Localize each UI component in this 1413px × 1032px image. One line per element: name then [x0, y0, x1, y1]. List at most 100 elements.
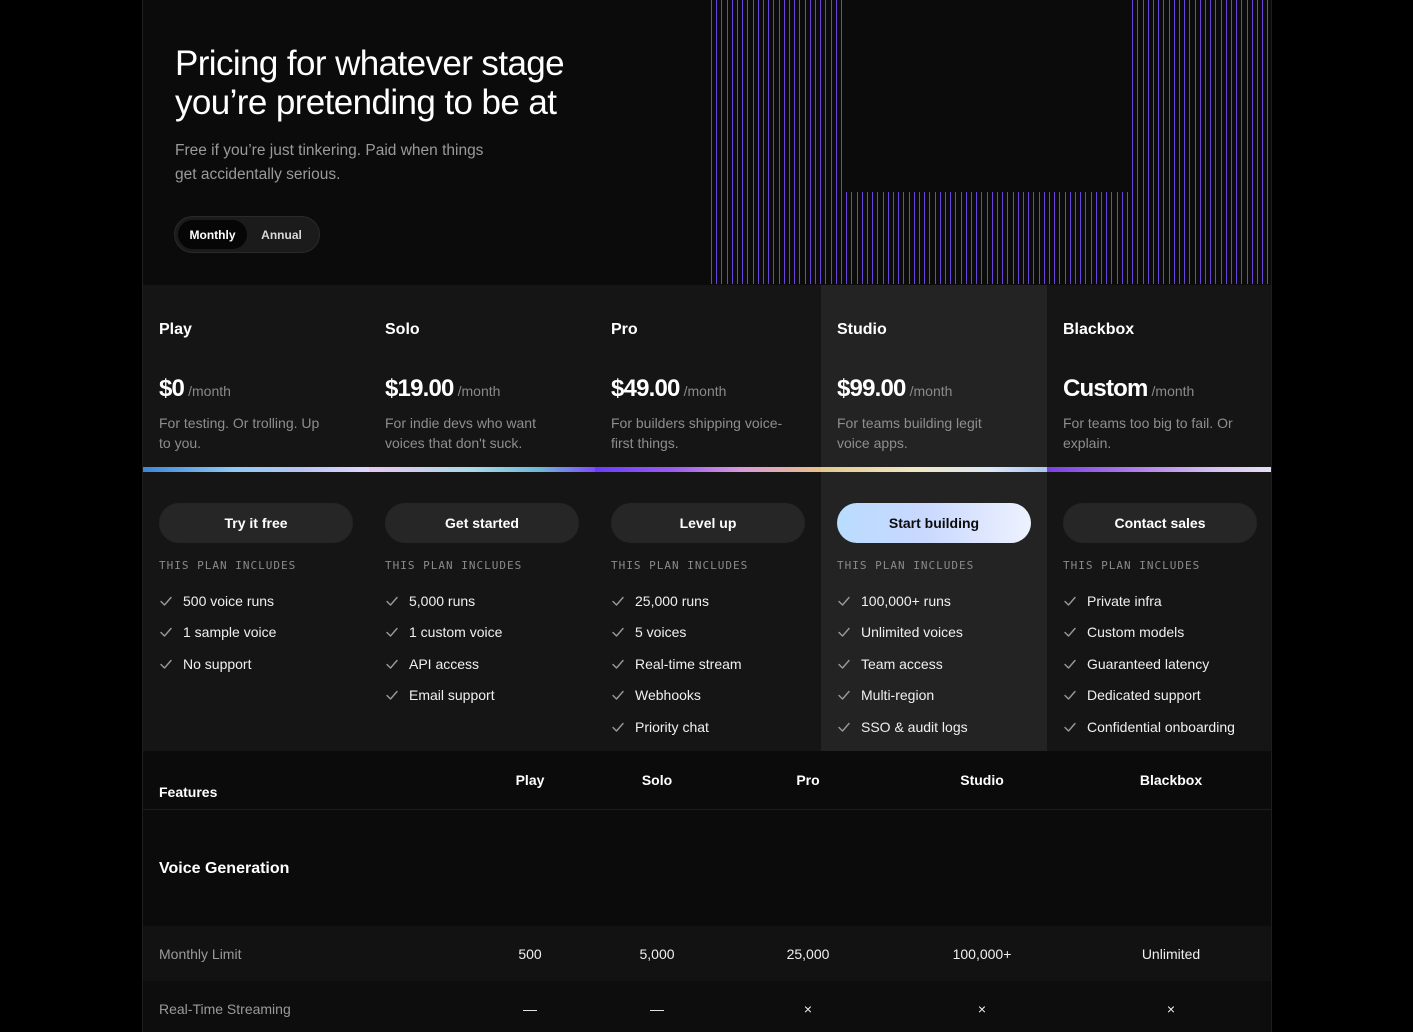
- section-title: Voice Generation: [159, 860, 290, 877]
- plan-includes-label: THIS PLAN INCLUDES: [159, 559, 297, 572]
- table-cell: ×: [803, 1001, 813, 1017]
- check-icon: [1063, 720, 1077, 734]
- table-cell: 100,000+: [952, 946, 1012, 962]
- plan-description: For builders shipping voice-first things…: [611, 415, 783, 451]
- plan-gradient-bar: [369, 467, 595, 472]
- plan-feature-item: SSO & audit logs: [837, 711, 968, 743]
- plan-feature-item: Email support: [385, 680, 502, 712]
- table-cell: 25,000: [786, 946, 830, 962]
- plan-feature-item: Real-time stream: [611, 648, 742, 680]
- plan-card-play: Play $0 /month For testing. Or trolling.…: [143, 285, 369, 751]
- plan-feature-list: 5,000 runs 1 custom voice API access Ema…: [385, 585, 502, 711]
- plan-feature-list: 25,000 runs 5 voices Real-time stream We…: [611, 585, 742, 743]
- plan-feature-item: Team access: [837, 648, 968, 680]
- check-icon: [159, 594, 173, 608]
- plan-cards: Play $0 /month For testing. Or trolling.…: [143, 285, 1271, 751]
- check-icon: [611, 625, 625, 639]
- check-icon: [1063, 594, 1077, 608]
- table-cell: ×: [1166, 1001, 1176, 1017]
- plan-feature-item: 1 sample voice: [159, 617, 276, 649]
- column-header-play: Play: [515, 772, 545, 788]
- check-icon: [837, 657, 851, 671]
- plan-feature-item: 500 voice runs: [159, 585, 276, 617]
- plan-name: Pro: [611, 321, 638, 338]
- get-started-button[interactable]: Get started: [385, 503, 579, 543]
- check-icon: [159, 657, 173, 671]
- plan-feature-item: Webhooks: [611, 680, 742, 712]
- plan-price-amount: $0: [159, 375, 185, 402]
- billing-monthly-option[interactable]: Monthly: [178, 220, 247, 249]
- plan-card-blackbox: Blackbox Custom /month For teams too big…: [1047, 285, 1271, 751]
- plan-description: For indie devs who want voices that don'…: [385, 415, 536, 451]
- plan-price: $99.00 /month: [837, 375, 952, 403]
- plan-description: For teams too big to fail. Or explain.: [1063, 415, 1233, 451]
- page-subtitle: Free if you’re just tinkering. Paid when…: [175, 142, 484, 183]
- plan-description: For teams building legit voice apps.: [837, 415, 982, 451]
- contact-sales-button[interactable]: Contact sales: [1063, 503, 1257, 543]
- column-header-studio: Studio: [960, 772, 1004, 788]
- plan-card-studio: Studio $99.00 /month For teams building …: [821, 285, 1047, 751]
- plan-description: For testing. Or trolling. Up to you.: [159, 415, 320, 451]
- plan-feature-item: 5 voices: [611, 617, 742, 649]
- plan-card-solo: Solo $19.00 /month For indie devs who wa…: [369, 285, 595, 751]
- column-header-pro: Pro: [796, 772, 820, 788]
- plan-price-period: /month: [188, 383, 231, 399]
- table-cell: 500: [518, 946, 542, 962]
- plan-feature-item: Confidential onboarding: [1063, 711, 1235, 743]
- table-cell: —: [523, 1001, 537, 1017]
- plan-feature-item: Guaranteed latency: [1063, 648, 1235, 680]
- table-header: Features Play Solo Pro Studio Blackbox: [143, 751, 1271, 810]
- check-icon: [837, 688, 851, 702]
- plan-includes-label: THIS PLAN INCLUDES: [1063, 559, 1201, 572]
- plan-feature-item: 100,000+ runs: [837, 585, 968, 617]
- table-cell: —: [650, 1001, 664, 1017]
- check-icon: [385, 594, 399, 608]
- plan-name: Blackbox: [1063, 321, 1135, 338]
- plan-feature-list: 100,000+ runs Unlimited voices Team acce…: [837, 585, 968, 743]
- plan-feature-item: Private infra: [1063, 585, 1235, 617]
- level-up-button[interactable]: Level up: [611, 503, 805, 543]
- plan-price-period: /month: [909, 383, 953, 399]
- plan-price-amount: $49.00: [611, 375, 680, 402]
- billing-annual-option[interactable]: Annual: [261, 227, 302, 242]
- plan-price-period: /month: [683, 383, 727, 399]
- plan-feature-list: 500 voice runs 1 sample voice No support: [159, 585, 276, 680]
- plan-name: Play: [159, 321, 192, 338]
- decorative-line-pattern: [711, 0, 1268, 284]
- plan-price-period: /month: [457, 383, 501, 399]
- plan-gradient-bar: [1047, 467, 1271, 472]
- column-header-blackbox: Blackbox: [1139, 772, 1203, 788]
- row-label: Real-Time Streaming: [159, 1001, 291, 1017]
- check-icon: [611, 688, 625, 702]
- pricing-page: Pricing for whatever stage you’re preten…: [142, 0, 1272, 1032]
- plan-gradient-bar: [821, 467, 1047, 472]
- plan-price-period: /month: [1151, 383, 1195, 399]
- plan-price-amount: Custom: [1063, 375, 1148, 402]
- feature-comparison-table: Features Play Solo Pro Studio Blackbox V…: [143, 751, 1271, 1032]
- plan-name: Solo: [385, 321, 420, 338]
- table-section-header: Voice Generation: [143, 810, 1271, 926]
- billing-toggle[interactable]: Monthly Annual: [174, 216, 320, 253]
- check-icon: [611, 657, 625, 671]
- plan-feature-item: Dedicated support: [1063, 680, 1235, 712]
- table-cell: ×: [977, 1001, 987, 1017]
- try-free-button[interactable]: Try it free: [159, 503, 353, 543]
- check-icon: [837, 720, 851, 734]
- check-icon: [837, 625, 851, 639]
- start-building-button[interactable]: Start building: [837, 503, 1031, 543]
- plan-feature-item: 25,000 runs: [611, 585, 742, 617]
- check-icon: [1063, 688, 1077, 702]
- plan-card-pro: Pro $49.00 /month For builders shipping …: [595, 285, 821, 751]
- plan-feature-item: Priority chat: [611, 711, 742, 743]
- page-title: Pricing for whatever stage you’re preten…: [175, 44, 565, 122]
- plan-feature-item: 1 custom voice: [385, 617, 502, 649]
- check-icon: [1063, 657, 1077, 671]
- plan-feature-item: Multi-region: [837, 680, 968, 712]
- plan-includes-label: THIS PLAN INCLUDES: [385, 559, 523, 572]
- plan-feature-item: No support: [159, 648, 276, 680]
- plan-includes-label: THIS PLAN INCLUDES: [837, 559, 975, 572]
- check-icon: [385, 625, 399, 639]
- plan-feature-item: API access: [385, 648, 502, 680]
- hero-section: Pricing for whatever stage you’re preten…: [143, 0, 1271, 285]
- table-row: Real-Time Streaming — — × × ×: [143, 981, 1271, 1032]
